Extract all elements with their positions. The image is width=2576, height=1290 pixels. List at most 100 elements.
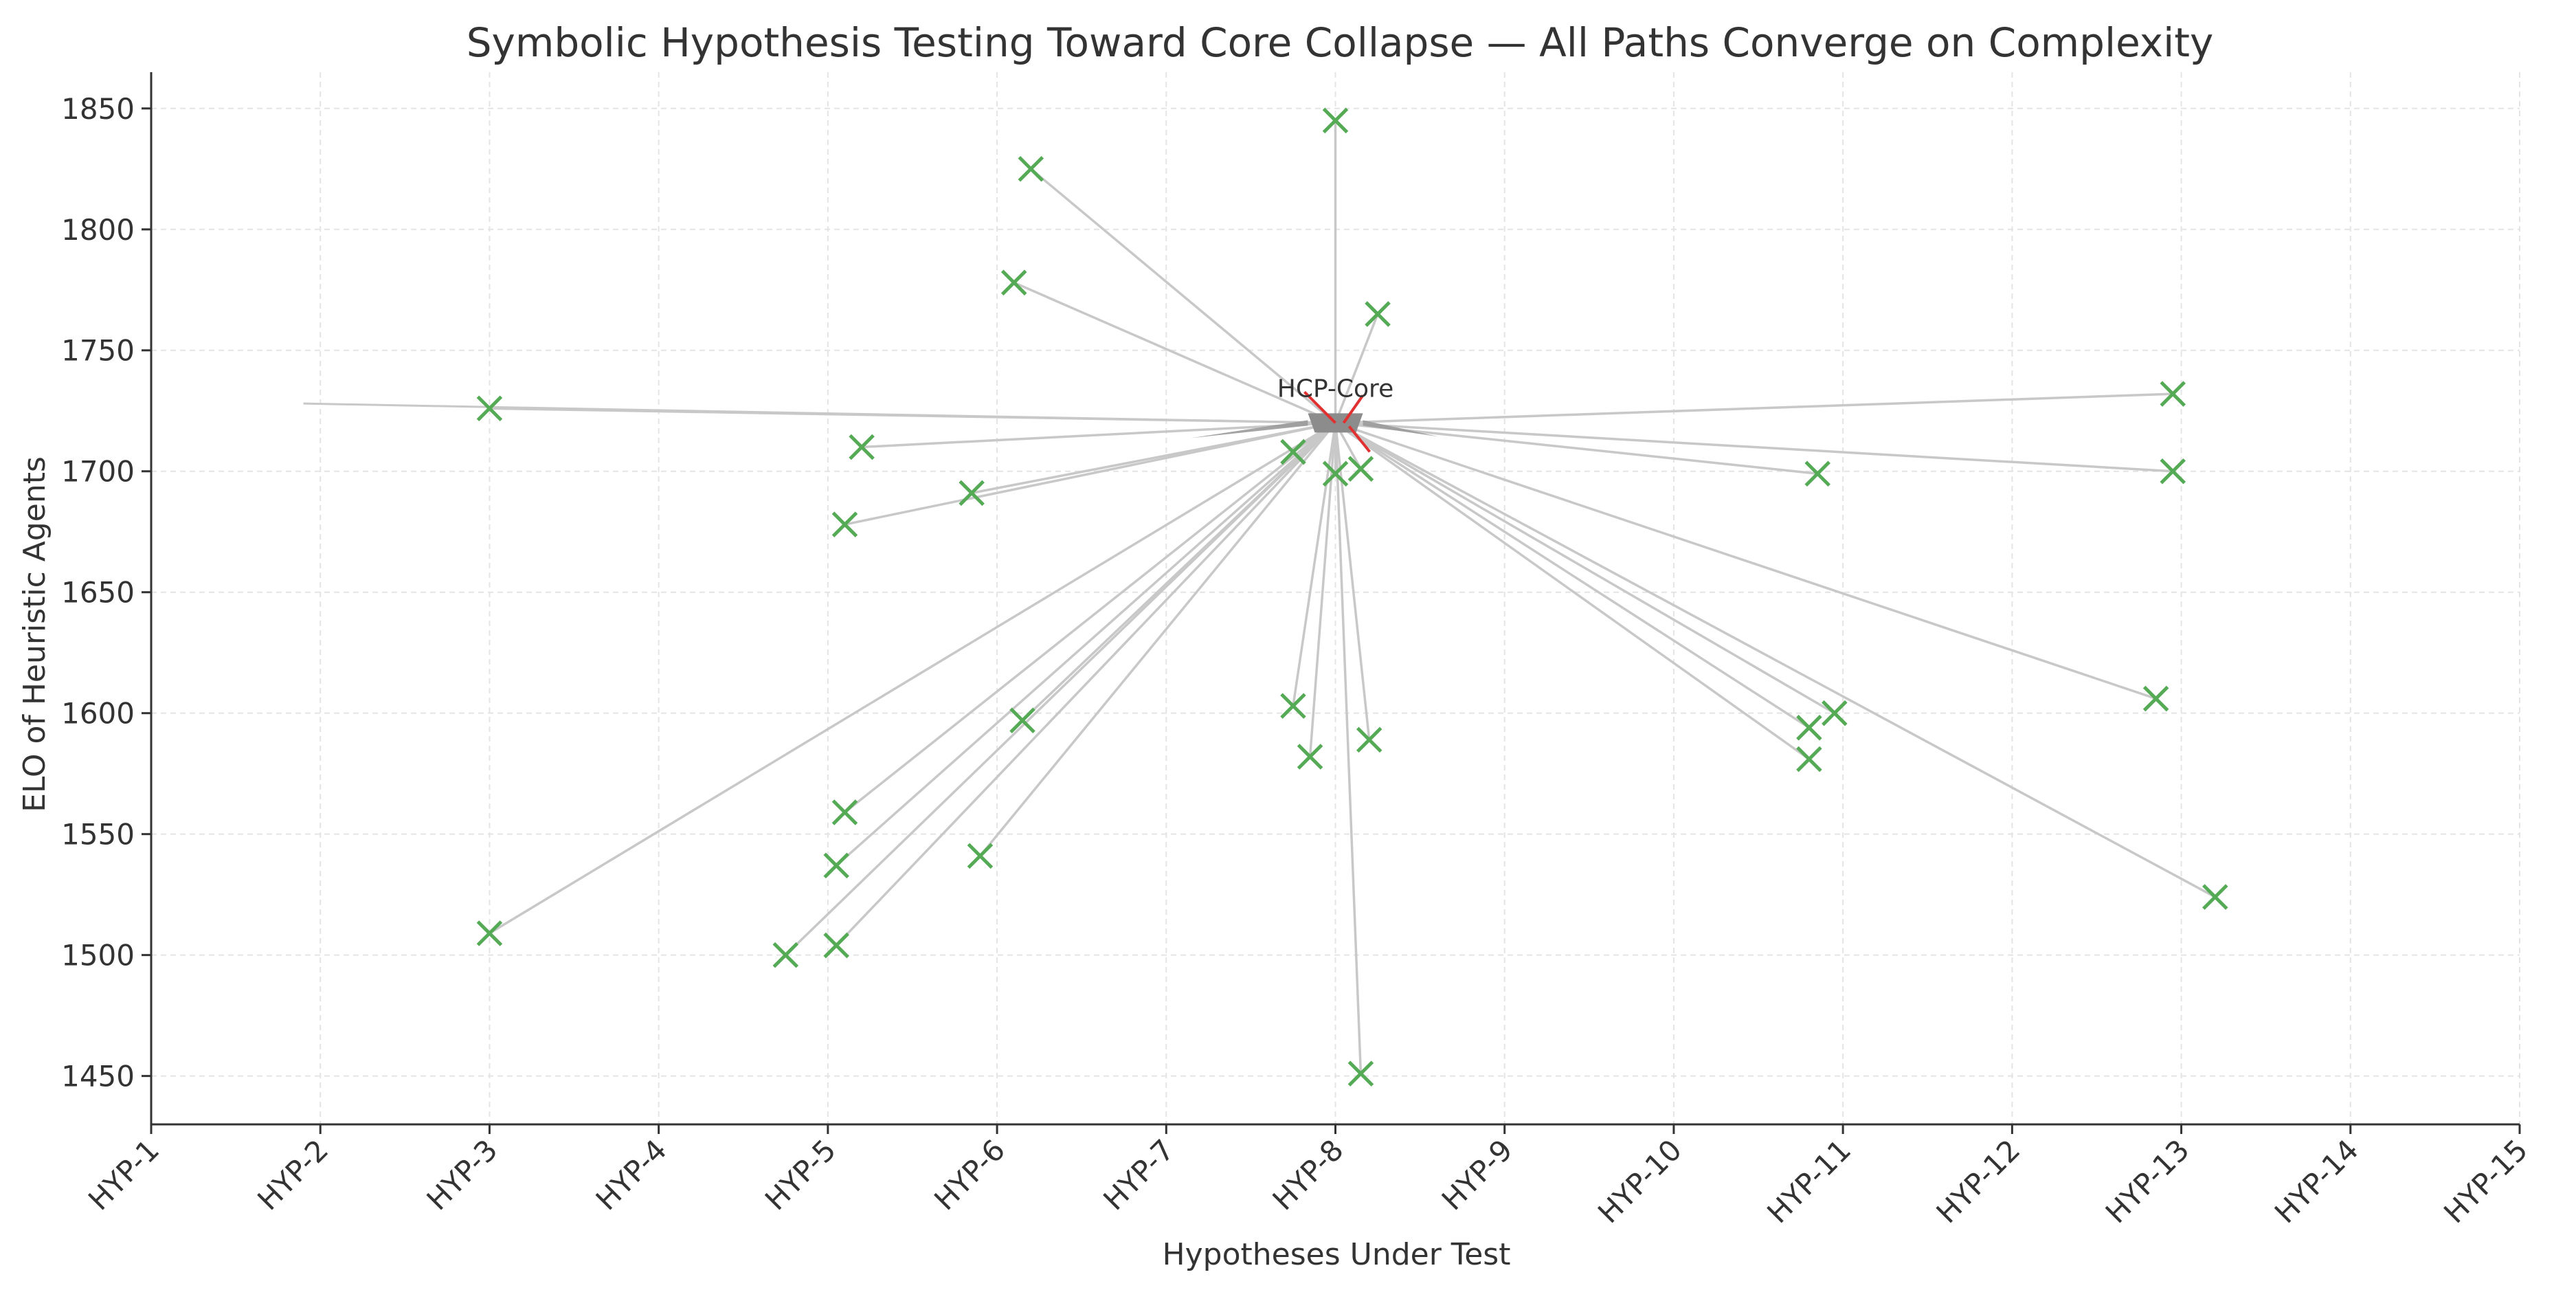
connector-line bbox=[1334, 423, 1363, 1074]
agent-marker bbox=[1804, 460, 1830, 487]
agent-marker-stroke bbox=[1796, 715, 1822, 741]
core-red-arrow bbox=[1342, 394, 1365, 424]
connector-line bbox=[1308, 423, 1337, 757]
agent-marker-stroke bbox=[1356, 726, 1382, 753]
connector-line bbox=[1335, 392, 2173, 425]
core-arrowheads bbox=[1191, 420, 1439, 438]
connector-line bbox=[1334, 313, 1379, 423]
agent-marker-stroke bbox=[1804, 460, 1830, 487]
agent-marker bbox=[772, 942, 799, 968]
y-axis-label: ELO of Heuristic Agents bbox=[17, 456, 52, 812]
agent-marker bbox=[1322, 107, 1349, 134]
agent-marker-stroke bbox=[2142, 685, 2169, 712]
agent-marker-stroke bbox=[959, 480, 985, 507]
connector-line bbox=[1335, 421, 1818, 475]
x-tick-label: HYP-7 bbox=[1097, 1133, 1180, 1216]
core-red-arrow bbox=[1303, 390, 1336, 424]
agent-marker bbox=[1796, 746, 1822, 772]
agent-marker-stroke bbox=[2160, 458, 2186, 485]
core-red-arrow bbox=[1347, 425, 1371, 453]
connector-line bbox=[785, 422, 1336, 956]
y-tick-label: 1500 bbox=[61, 939, 135, 972]
agent-marker bbox=[831, 511, 858, 537]
agent-marker-stroke bbox=[1796, 746, 1822, 772]
connector-line bbox=[1292, 423, 1337, 707]
agent-marker-stroke bbox=[1322, 107, 1349, 134]
connector-line bbox=[862, 421, 1336, 449]
agent-marker-stroke bbox=[476, 920, 503, 946]
connector-line bbox=[1334, 421, 1835, 715]
agent-marker-stroke bbox=[1322, 460, 1349, 487]
agent-marker bbox=[1018, 156, 1044, 182]
y-tick-label: 1750 bbox=[61, 334, 135, 368]
x-tick-label: HYP-10 bbox=[1591, 1133, 1688, 1230]
agent-marker bbox=[2160, 381, 2186, 407]
agent-marker-stroke bbox=[1365, 301, 1391, 327]
agent-markers bbox=[476, 107, 2228, 1087]
agent-marker bbox=[1822, 700, 1848, 726]
agent-marker bbox=[1000, 269, 1027, 296]
agent-marker-stroke bbox=[476, 395, 503, 421]
agent-marker bbox=[1347, 1060, 1374, 1087]
x-tick-label: HYP-14 bbox=[2268, 1133, 2365, 1230]
connector-line bbox=[1013, 281, 1336, 424]
agent-marker bbox=[823, 852, 849, 879]
agent-marker-stroke bbox=[823, 932, 849, 959]
x-tick-label: HYP-3 bbox=[421, 1133, 504, 1216]
core-node: HCP-Core bbox=[1191, 375, 1439, 453]
x-tick-label: HYP-1 bbox=[82, 1133, 166, 1216]
agent-marker bbox=[2160, 458, 2186, 485]
agent-marker-stroke bbox=[1280, 693, 1306, 719]
connector-line bbox=[1335, 421, 2173, 473]
agent-marker bbox=[1322, 460, 1349, 487]
core-label: HCP-Core bbox=[1277, 375, 1393, 403]
connector-line bbox=[489, 421, 1336, 935]
axes: 1450 1500 1550 1600 1650 1700 1750 1800 1850 HYP-… bbox=[61, 72, 2534, 1230]
agent-marker bbox=[1347, 456, 1374, 482]
connector-line bbox=[836, 422, 1336, 867]
x-tick-label: HYP-13 bbox=[2099, 1133, 2196, 1230]
x-tick-label: HYP-8 bbox=[1266, 1133, 1350, 1216]
y-tick-label: 1600 bbox=[61, 697, 135, 731]
agent-marker bbox=[2202, 884, 2228, 910]
agent-marker bbox=[2142, 685, 2169, 712]
connector-line bbox=[844, 421, 1336, 526]
agent-marker bbox=[1796, 715, 1822, 741]
x-tick-label: HYP-9 bbox=[1435, 1133, 1519, 1216]
connector-line bbox=[1030, 168, 1336, 424]
agent-marker-stroke bbox=[1018, 156, 1044, 182]
connector-line bbox=[1334, 423, 1371, 740]
agent-marker bbox=[1009, 707, 1035, 734]
agent-marker-stroke bbox=[831, 511, 858, 537]
connector-line bbox=[1334, 421, 2216, 898]
connector-lines bbox=[303, 120, 2216, 1074]
agent-marker-stroke bbox=[1822, 700, 1848, 726]
x-tick-label: HYP-4 bbox=[590, 1133, 673, 1216]
agent-marker bbox=[1356, 726, 1382, 753]
agent-marker-stroke bbox=[2202, 884, 2228, 910]
connector-line bbox=[835, 422, 1336, 946]
agent-marker-stroke bbox=[1347, 456, 1374, 482]
agent-marker bbox=[959, 480, 985, 507]
agent-marker-stroke bbox=[1297, 744, 1323, 770]
agent-marker bbox=[1297, 744, 1323, 770]
x-tick-label: HYP-6 bbox=[928, 1133, 1011, 1216]
connector-line bbox=[303, 402, 1336, 424]
agent-marker-stroke bbox=[967, 843, 994, 869]
agent-marker-stroke bbox=[849, 434, 875, 460]
x-tick-label: HYP-12 bbox=[1930, 1133, 2027, 1230]
agent-marker bbox=[831, 799, 858, 825]
y-tick-label: 1800 bbox=[61, 213, 135, 247]
y-tick-label: 1450 bbox=[61, 1060, 135, 1093]
agent-marker-stroke bbox=[1280, 438, 1306, 465]
agent-marker-stroke bbox=[831, 799, 858, 825]
agent-marker-stroke bbox=[823, 852, 849, 879]
agent-marker-stroke bbox=[1347, 1060, 1374, 1087]
agent-marker bbox=[1280, 693, 1306, 719]
y-tick-label: 1550 bbox=[61, 818, 135, 852]
x-tick-label: HYP-11 bbox=[1760, 1133, 1857, 1230]
x-tick-label: HYP-5 bbox=[759, 1133, 842, 1216]
agent-marker bbox=[967, 843, 994, 869]
agent-marker bbox=[823, 932, 849, 959]
agent-marker bbox=[476, 395, 503, 421]
